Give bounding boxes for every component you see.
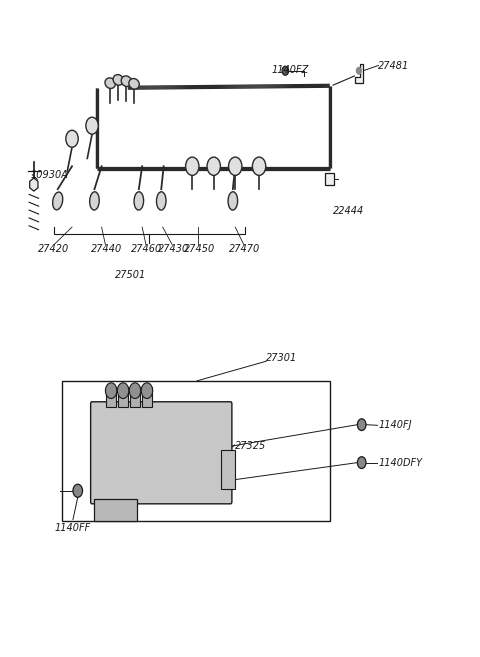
Circle shape [66,130,78,147]
Circle shape [73,484,83,497]
Bar [221,449,235,489]
Text: 1140FZ: 1140FZ [271,65,308,75]
Text: 1140DFY: 1140DFY [378,458,422,468]
Circle shape [252,157,266,175]
Ellipse shape [53,192,63,210]
Ellipse shape [105,78,115,89]
Ellipse shape [90,192,99,210]
Text: 27430: 27430 [157,244,189,254]
Text: 1140FF: 1140FF [55,524,91,533]
Bar [95,499,137,522]
Text: 27440: 27440 [91,244,122,254]
Circle shape [106,383,117,399]
Circle shape [358,419,366,430]
Ellipse shape [228,192,238,210]
Circle shape [207,157,220,175]
Text: 1140FJ: 1140FJ [378,420,412,430]
Text: 10930A: 10930A [30,170,68,180]
Bar [106,388,116,407]
Text: 27460: 27460 [132,244,163,254]
Text: 27481: 27481 [378,60,409,70]
Text: 27325: 27325 [235,442,266,451]
Text: 22444: 22444 [333,206,364,215]
Circle shape [186,157,199,175]
Ellipse shape [129,79,139,89]
Ellipse shape [156,192,166,210]
Bar [142,388,152,407]
Polygon shape [30,178,38,191]
Ellipse shape [134,192,144,210]
Text: 27501: 27501 [115,270,146,280]
Ellipse shape [113,75,123,85]
Circle shape [358,457,366,468]
Circle shape [141,383,153,399]
Bar [62,381,330,522]
Ellipse shape [121,76,132,87]
Circle shape [228,157,242,175]
Text: 27420: 27420 [38,244,70,254]
Text: 27301: 27301 [266,353,298,363]
Circle shape [282,66,288,76]
FancyBboxPatch shape [91,402,232,504]
Circle shape [86,117,98,134]
Circle shape [117,383,129,399]
Bar [325,173,334,185]
Text: 27470: 27470 [229,244,260,254]
Polygon shape [355,64,363,83]
Circle shape [129,383,141,399]
Bar [130,388,140,407]
Bar [118,388,128,407]
Text: 27450: 27450 [184,244,215,254]
Circle shape [357,68,361,74]
